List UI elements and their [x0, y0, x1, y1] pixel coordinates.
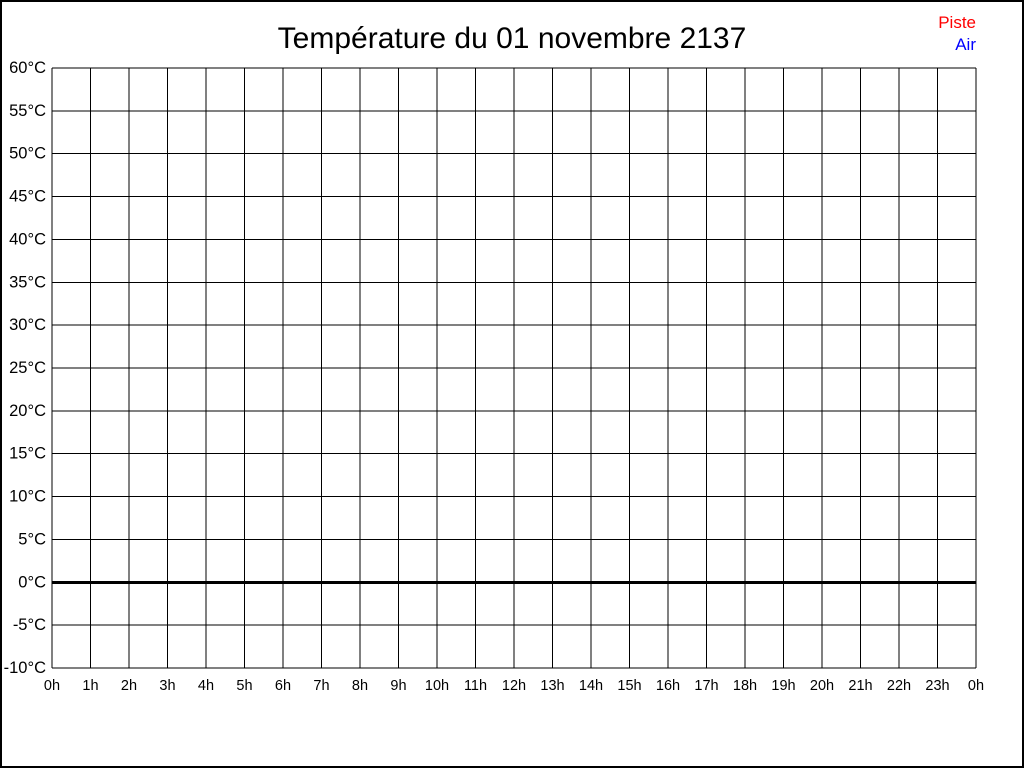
svg-text:16h: 16h — [656, 678, 680, 694]
svg-text:-5°C: -5°C — [13, 616, 46, 634]
svg-text:9h: 9h — [390, 678, 406, 694]
svg-text:15h: 15h — [617, 678, 641, 694]
svg-text:1h: 1h — [82, 678, 98, 694]
svg-text:3h: 3h — [159, 678, 175, 694]
svg-text:45°C: 45°C — [9, 188, 46, 206]
svg-text:6h: 6h — [275, 678, 291, 694]
svg-text:0h: 0h — [44, 678, 60, 694]
svg-text:13h: 13h — [540, 678, 564, 694]
svg-text:Piste: Piste — [938, 13, 976, 32]
svg-text:19h: 19h — [771, 678, 795, 694]
svg-text:2h: 2h — [121, 678, 137, 694]
svg-text:7h: 7h — [313, 678, 329, 694]
svg-text:35°C: 35°C — [9, 273, 46, 291]
svg-text:20°C: 20°C — [9, 402, 46, 420]
svg-text:5°C: 5°C — [18, 530, 46, 548]
svg-text:4h: 4h — [198, 678, 214, 694]
svg-text:Température du 01 novembre 213: Température du 01 novembre 2137 — [278, 22, 747, 55]
svg-text:40°C: 40°C — [9, 230, 46, 248]
svg-text:23h: 23h — [925, 678, 949, 694]
svg-text:8h: 8h — [352, 678, 368, 694]
svg-text:18h: 18h — [733, 678, 757, 694]
svg-text:17h: 17h — [694, 678, 718, 694]
svg-text:15°C: 15°C — [9, 445, 46, 463]
svg-text:50°C: 50°C — [9, 145, 46, 163]
svg-text:0°C: 0°C — [18, 573, 46, 591]
svg-text:21h: 21h — [848, 678, 872, 694]
svg-text:0h: 0h — [968, 678, 984, 694]
svg-text:10h: 10h — [425, 678, 449, 694]
svg-text:25°C: 25°C — [9, 359, 46, 377]
svg-text:-10°C: -10°C — [4, 659, 46, 677]
svg-text:30°C: 30°C — [9, 316, 46, 334]
svg-text:5h: 5h — [236, 678, 252, 694]
svg-text:55°C: 55°C — [9, 102, 46, 120]
svg-text:22h: 22h — [887, 678, 911, 694]
svg-text:14h: 14h — [579, 678, 603, 694]
svg-text:12h: 12h — [502, 678, 526, 694]
svg-text:Air: Air — [955, 35, 976, 54]
svg-text:20h: 20h — [810, 678, 834, 694]
svg-text:10°C: 10°C — [9, 488, 46, 506]
svg-text:60°C: 60°C — [9, 59, 46, 77]
svg-text:11h: 11h — [464, 678, 487, 694]
